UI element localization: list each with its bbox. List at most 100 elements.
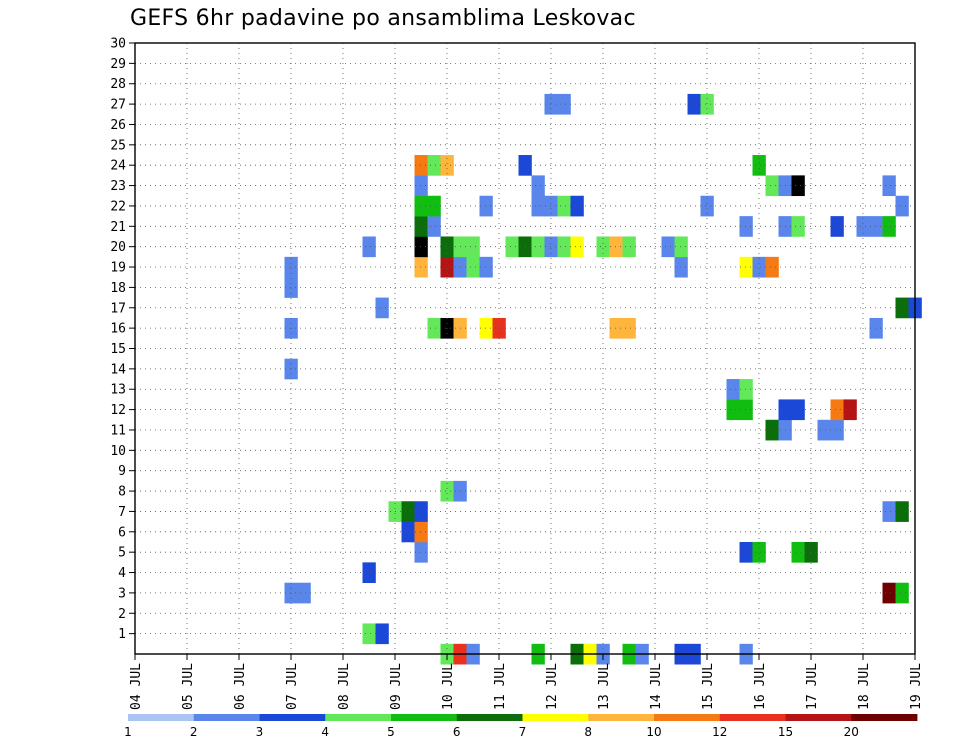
- heatmap-cell: [440, 480, 454, 502]
- heatmap-cell: [791, 216, 805, 237]
- heatmap-cell: [375, 297, 389, 319]
- legend-swatch: [719, 714, 786, 721]
- heatmap-cell: [427, 216, 441, 237]
- x-tick-label: 05 JUL: [181, 663, 196, 710]
- heatmap-cell: [830, 216, 844, 237]
- heatmap-cell: [739, 216, 753, 237]
- heatmap-cell: [427, 195, 441, 217]
- y-tick-label: 30: [110, 37, 126, 52]
- x-tick-label: 16 JUL: [753, 663, 768, 710]
- heatmap-cell: [830, 419, 844, 441]
- heatmap-cell: [414, 175, 428, 197]
- heatmap-cell: [427, 155, 441, 176]
- heatmap-cell: [895, 501, 909, 522]
- heatmap-cell: [869, 216, 883, 237]
- heatmap-cell: [557, 236, 571, 258]
- x-tick-label: 18 JUL: [857, 663, 872, 710]
- legend-swatch: [325, 714, 392, 721]
- heatmap-cell: [882, 216, 896, 237]
- heatmap-cell: [739, 541, 753, 563]
- y-tick-label: 29: [110, 57, 126, 72]
- y-tick-label: 14: [110, 362, 126, 377]
- heatmap-cell: [752, 155, 766, 176]
- legend-label: 7: [519, 725, 527, 739]
- heatmap-cell: [609, 236, 623, 258]
- y-tick-label: 5: [118, 546, 126, 561]
- heatmap-cell: [414, 236, 428, 258]
- heatmap-cell: [557, 93, 571, 115]
- heatmap-cell: [284, 358, 298, 380]
- heatmap-cell: [284, 256, 298, 278]
- y-tick-label: 23: [110, 179, 126, 194]
- heatmap-cell: [791, 541, 805, 563]
- heatmap-cell: [362, 236, 376, 258]
- legend-swatch: [259, 714, 326, 721]
- heatmap-cell: [739, 256, 753, 278]
- legend-swatch: [391, 714, 458, 721]
- heatmap-cell: [817, 419, 831, 441]
- legend-swatch: [588, 714, 655, 721]
- heatmap-cell: [791, 399, 805, 421]
- x-tick-label: 09 JUL: [389, 663, 404, 710]
- heatmap-cell: [700, 195, 714, 217]
- heatmap-cell: [570, 236, 584, 258]
- y-tick-label: 12: [110, 403, 126, 418]
- y-tick-label: 26: [110, 118, 126, 133]
- heatmap-cell: [362, 562, 376, 584]
- heatmap-cell: [882, 501, 896, 522]
- heatmap-cell: [570, 195, 584, 217]
- legend-label: 3: [256, 725, 264, 739]
- legend-swatch: [128, 714, 195, 721]
- heatmap-cell: [479, 256, 493, 278]
- heatmap-cell: [739, 379, 753, 400]
- y-tick-label: 1: [118, 627, 126, 642]
- heatmap-cell: [544, 195, 558, 217]
- y-tick-label: 16: [110, 322, 126, 337]
- y-tick-label: 28: [110, 77, 126, 92]
- y-tick-label: 4: [118, 566, 126, 581]
- heatmap-cell: [765, 256, 779, 278]
- x-tick-label: 07 JUL: [285, 663, 300, 710]
- heatmap-cell: [661, 236, 675, 258]
- heatmap-cell: [726, 399, 740, 421]
- heatmap-cell: [674, 236, 688, 258]
- heatmap-cell: [414, 501, 428, 522]
- heatmap-cell: [895, 297, 909, 319]
- heatmap-cell: [414, 195, 428, 217]
- heatmap-cell: [427, 317, 441, 339]
- legend-label: 10: [646, 725, 661, 739]
- heatmap-cell: [531, 236, 545, 258]
- heatmap-cell: [869, 317, 883, 339]
- heatmap-cell: [297, 582, 311, 604]
- heatmap-cell: [557, 195, 571, 217]
- y-tick-label: 20: [110, 240, 126, 255]
- x-tick-label: 17 JUL: [805, 663, 820, 710]
- heatmap-cell: [895, 582, 909, 604]
- heatmap-cell: [440, 236, 454, 258]
- heatmap-cell: [531, 195, 545, 217]
- y-tick-label: 11: [110, 423, 126, 438]
- heatmap-cell: [414, 541, 428, 563]
- x-tick-label: 04 JUL: [129, 663, 144, 710]
- heatmap-cell: [700, 93, 714, 115]
- legend-label: 12: [712, 725, 727, 739]
- legend-swatch: [654, 714, 721, 721]
- y-tick-label: 25: [110, 138, 126, 153]
- x-tick-label: 15 JUL: [701, 663, 716, 710]
- y-tick-label: 19: [110, 261, 126, 276]
- heatmap-cell: [414, 155, 428, 176]
- heatmap-cell: [752, 256, 766, 278]
- heatmap-cell: [414, 521, 428, 543]
- y-tick-label: 22: [110, 199, 126, 214]
- x-tick-label: 11 JUL: [493, 663, 508, 710]
- legend-label: 1: [124, 725, 132, 739]
- y-tick-label: 21: [110, 220, 126, 235]
- y-tick-label: 13: [110, 383, 126, 398]
- heatmap-cell: [856, 216, 870, 237]
- legend-label: 5: [387, 725, 395, 739]
- legend-swatch: [456, 714, 523, 721]
- heatmap-cell: [739, 399, 753, 421]
- heatmap-cell: [466, 256, 480, 278]
- heatmap-cell: [804, 541, 818, 563]
